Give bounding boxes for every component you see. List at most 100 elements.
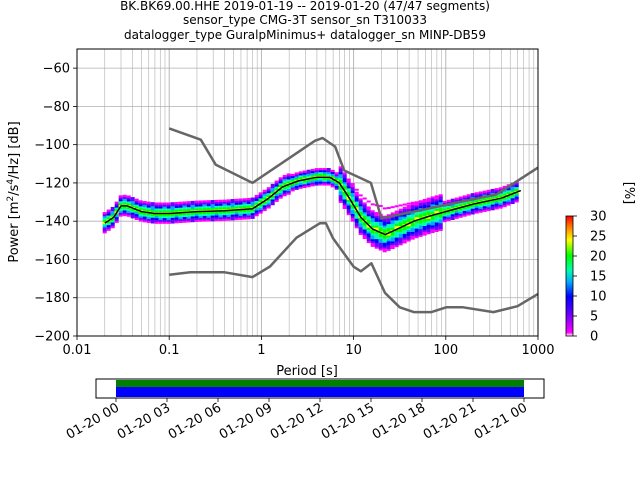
heatmap-cell — [282, 182, 287, 185]
heatmap-cell — [466, 213, 471, 216]
heatmap-cell — [206, 215, 211, 218]
heatmap-cell — [194, 208, 199, 211]
heatmap-cell — [378, 240, 383, 243]
heatmap-cell — [230, 218, 235, 221]
x-axis-label: Period [s] — [276, 364, 338, 379]
heatmap-cell — [402, 218, 407, 221]
heatmap-cell — [442, 214, 447, 217]
heatmap-cell — [338, 196, 343, 200]
heatmap-cell — [398, 208, 403, 211]
heatmap-cell — [110, 208, 115, 212]
heatmap-cell — [174, 219, 179, 222]
heatmap-cell — [234, 216, 239, 219]
heatmap-cell — [222, 205, 227, 208]
heatmap-cell — [146, 213, 151, 216]
heatmap-cell — [502, 203, 507, 206]
heatmap-cell — [362, 204, 367, 207]
heatmap-cell — [514, 196, 519, 199]
heatmap-cell — [406, 218, 411, 221]
heatmap-cell — [142, 214, 147, 217]
heatmap-cell — [142, 218, 147, 221]
heatmap-cell — [306, 175, 311, 178]
heatmap-cell — [358, 227, 363, 230]
heatmap-cell — [162, 213, 167, 217]
heatmap-cell — [426, 212, 431, 216]
heatmap-cell — [230, 204, 235, 207]
timeline-tick-label: 01-20 18 — [370, 400, 428, 442]
heatmap-cell — [434, 214, 439, 217]
heatmap-cell — [178, 205, 183, 208]
heatmap-cell — [154, 206, 159, 209]
timeline-tick-label: 01-21 00 — [472, 400, 530, 442]
heatmap-cell — [382, 234, 387, 237]
heatmap-cell — [282, 176, 287, 180]
heatmap-cell — [346, 182, 351, 185]
heatmap-cell — [266, 198, 271, 201]
heatmap-cell — [446, 218, 451, 222]
heatmap-cell — [434, 227, 439, 231]
heatmap-cell — [370, 235, 375, 238]
heatmap-cell — [398, 216, 403, 219]
heatmap-cell — [434, 224, 439, 227]
heatmap-cell — [502, 199, 507, 202]
heatmap-cell — [426, 201, 431, 204]
heatmap-cell — [386, 225, 391, 228]
heatmap-cell — [218, 213, 223, 216]
heatmap-cell — [158, 208, 163, 211]
heatmap-cell — [174, 207, 179, 210]
heatmap-cell — [226, 212, 231, 215]
heatmap-cell — [290, 189, 295, 192]
heatmap-cell — [378, 248, 383, 251]
heatmap-cell — [322, 179, 327, 182]
heatmap-cell — [174, 205, 179, 208]
heatmap-cell — [398, 237, 403, 240]
heatmap-cell — [378, 242, 383, 245]
heatmap-cell — [342, 203, 347, 206]
heatmap-cell — [354, 216, 359, 219]
heatmap-cell — [250, 214, 255, 217]
heatmap-cell — [298, 171, 303, 174]
heatmap-cell — [110, 222, 115, 225]
heatmap-cell — [118, 199, 123, 202]
heatmap-cell — [430, 230, 435, 234]
heatmap-cell — [426, 205, 431, 208]
heatmap-cell — [370, 210, 375, 213]
heatmap-cell — [350, 206, 355, 209]
y-tick-label: −120 — [34, 176, 70, 191]
heatmap-cell — [118, 208, 123, 211]
heatmap-cell — [190, 202, 195, 205]
heatmap-cell — [422, 223, 427, 227]
heatmap-cell — [122, 202, 127, 205]
heatmap-cell — [454, 216, 459, 219]
heatmap-cell — [114, 218, 119, 221]
heatmap-cell — [386, 207, 391, 210]
heatmap-cell — [346, 193, 351, 196]
heatmap-cell — [382, 248, 387, 251]
heatmap-cell — [342, 185, 347, 188]
heatmap-cell — [370, 219, 375, 223]
heatmap-cell — [430, 215, 435, 218]
heatmap-cell — [246, 213, 251, 216]
heatmap-cell — [286, 179, 291, 182]
heatmap-cell — [406, 235, 411, 238]
heatmap-cell — [370, 215, 375, 219]
heatmap-cell — [470, 208, 475, 211]
heatmap-cell — [362, 208, 367, 211]
heatmap-cell — [430, 204, 435, 207]
heatmap-cell — [134, 202, 139, 205]
heatmap-cell — [114, 216, 119, 220]
heatmap-cell — [346, 184, 351, 187]
heatmap-cell — [394, 225, 399, 229]
heatmap-cell — [222, 214, 227, 218]
heatmap-cell — [134, 217, 139, 220]
heatmap-cell — [402, 237, 407, 240]
heatmap-cell — [146, 207, 151, 210]
heatmap-cell — [326, 177, 331, 180]
heatmap-cell — [510, 194, 515, 197]
heatmap-cell — [410, 233, 415, 236]
heatmap-cell — [382, 246, 387, 249]
heatmap-cell — [342, 201, 347, 204]
heatmap-cell — [494, 201, 499, 204]
heatmap-cell — [474, 205, 479, 208]
noise-model-low-line — [169, 221, 538, 314]
